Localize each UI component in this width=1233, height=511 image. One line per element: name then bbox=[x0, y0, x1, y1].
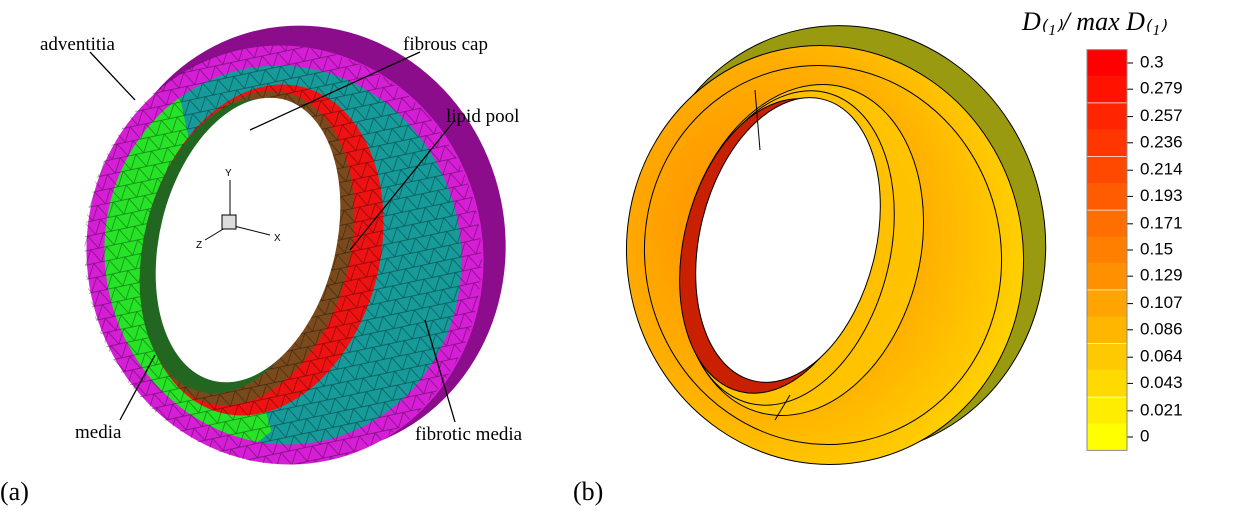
colorbar-tick-label: 0.129 bbox=[1140, 266, 1183, 285]
colorbar: 0.3 0.279 0.257 0.236 0.214 0.193 0.171 0.15 0.1… bbox=[1087, 50, 1183, 451]
colorbar-tick-label: 0.086 bbox=[1140, 319, 1183, 338]
colorbar-tick-label: 0.064 bbox=[1140, 347, 1183, 366]
colorbar-band bbox=[1087, 424, 1127, 451]
colorbar-tick-label: 0.214 bbox=[1140, 160, 1183, 179]
colorbar-tick-label: 0.279 bbox=[1140, 79, 1183, 98]
colorbar-tick-label: 0.15 bbox=[1140, 239, 1173, 258]
colorbar-tick-label: 0.3 bbox=[1140, 52, 1164, 71]
colorbar-tick-label: 0.257 bbox=[1140, 106, 1183, 125]
colorbar-band bbox=[1087, 344, 1127, 371]
damage-ring bbox=[588, 0, 1086, 502]
colorbar-band bbox=[1087, 316, 1127, 343]
colorbar-band bbox=[1087, 397, 1127, 424]
axis-label: X bbox=[274, 233, 281, 244]
figure: Y X Z adventitia fibrous cap lipid pool … bbox=[0, 0, 1233, 511]
colorbar-band bbox=[1087, 183, 1127, 210]
colorbar-tick-label: 0.193 bbox=[1140, 186, 1183, 205]
colorbar-band bbox=[1087, 263, 1127, 290]
annotation: fibrous cap bbox=[403, 34, 488, 55]
colorbar-tick-label: 0 bbox=[1140, 426, 1149, 445]
colorbar-band bbox=[1087, 50, 1127, 77]
colorbar-band bbox=[1087, 237, 1127, 264]
colorbar-band bbox=[1087, 210, 1127, 237]
colorbar-tick-label: 0.236 bbox=[1140, 132, 1183, 151]
annotation: lipid pool bbox=[446, 106, 519, 127]
axis-label: Z bbox=[196, 240, 202, 251]
colorbar-band bbox=[1087, 103, 1127, 130]
annotation: media bbox=[75, 422, 122, 443]
annotation: adventitia bbox=[40, 34, 115, 55]
colorbar-band bbox=[1087, 76, 1127, 103]
axis-label: Y bbox=[225, 168, 232, 179]
colorbar-tick-label: 0.107 bbox=[1140, 293, 1183, 312]
colorbar-band bbox=[1087, 370, 1127, 397]
colorbar-tick-label: 0.021 bbox=[1140, 400, 1183, 419]
colorbar-band bbox=[1087, 129, 1127, 156]
colorbar-tick-label: 0.171 bbox=[1140, 213, 1183, 232]
panel-label: (a) bbox=[0, 477, 29, 506]
colorbar-title: D₍₁₎/ max D₍₁₎ bbox=[1021, 7, 1167, 36]
colorbar-tick-label: 0.043 bbox=[1140, 373, 1183, 392]
panel-label: (b) bbox=[573, 477, 603, 506]
colorbar-band bbox=[1087, 290, 1127, 317]
annotation: fibrotic media bbox=[415, 424, 523, 445]
colorbar-band bbox=[1087, 157, 1127, 184]
